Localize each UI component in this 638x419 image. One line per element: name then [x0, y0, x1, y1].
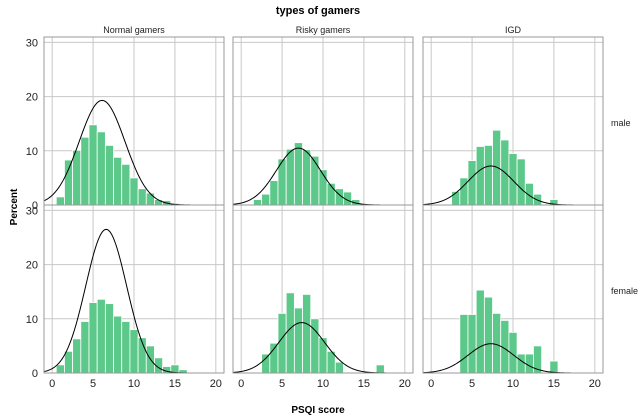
histogram-bar: [475, 289, 485, 374]
histogram-bar: [72, 149, 82, 206]
y-tick-label: 30: [26, 37, 38, 49]
histogram-bar: [483, 144, 493, 206]
y-axis-title: Percent: [9, 188, 20, 225]
histogram-bar: [334, 361, 344, 374]
histogram-bar: [104, 303, 114, 374]
row-label: female: [611, 286, 638, 296]
histogram-bar: [88, 124, 98, 206]
panel-grid: Normal gamers Risky gamers IGD male female 0 1…: [26, 25, 638, 390]
column-label: IGD: [505, 25, 522, 35]
histogram-bar: [113, 315, 123, 374]
x-tick-label: 10: [128, 378, 140, 390]
histogram-bar: [137, 188, 147, 206]
histogram-bar: [467, 314, 477, 374]
histogram-bar: [72, 338, 82, 374]
histogram-bar: [55, 196, 65, 206]
x-tick-label: 20: [399, 378, 411, 390]
histogram-bar: [88, 302, 98, 374]
x-tick-label: 0: [238, 378, 244, 390]
histogram-bar: [516, 158, 526, 206]
histogram-bar: [293, 307, 303, 374]
histogram-bar: [302, 294, 312, 374]
histogram-bar: [459, 314, 469, 374]
histogram-bar: [483, 296, 493, 374]
x-tick-label: 10: [317, 378, 329, 390]
x-tick-label: 0: [49, 378, 55, 390]
histogram-bar: [64, 159, 74, 206]
panel-frame: [422, 204, 604, 374]
histogram-bar: [261, 193, 271, 206]
panel-frame: [43, 204, 225, 374]
y-tick-label: 10: [26, 314, 38, 326]
x-tick-label: 15: [548, 378, 560, 390]
histogram-bar: [261, 353, 271, 374]
histogram-panel: [232, 36, 414, 206]
histogram-bar: [516, 353, 526, 374]
histogram-bar: [467, 160, 477, 206]
histogram-bar: [492, 312, 502, 374]
histogram-bar: [549, 360, 559, 374]
histogram-bar: [121, 163, 131, 206]
histogram-bar: [310, 155, 320, 206]
histogram-bar: [104, 144, 114, 206]
y-tick-label: 20: [26, 260, 38, 272]
histogram-bar: [64, 350, 74, 374]
histogram-bar: [318, 337, 328, 374]
histogram-bar: [96, 298, 106, 374]
column-label: Risky gamers: [296, 25, 351, 35]
histogram-bar: [80, 321, 90, 374]
histogram-bar: [145, 192, 155, 206]
histogram-bar: [253, 199, 263, 206]
panel-frame: [232, 204, 414, 374]
y-tick-label: 10: [26, 146, 38, 158]
histogram-bar: [302, 149, 312, 206]
histogram-bar: [121, 321, 131, 374]
x-tick-label: 5: [90, 378, 96, 390]
histogram-bar: [375, 364, 385, 374]
column-label: Normal gamers: [103, 25, 165, 35]
histogram-bar: [293, 142, 303, 206]
histogram-panel: [422, 36, 604, 206]
x-tick-label: 10: [507, 378, 519, 390]
histogram-bar: [475, 146, 485, 206]
y-tick-label: 0: [32, 200, 38, 212]
x-tick-label: 5: [469, 378, 475, 390]
x-axis-title: PSQI score: [291, 405, 345, 416]
y-tick-label: 0: [32, 368, 38, 380]
histogram-bar: [269, 342, 279, 374]
x-tick-label: 5: [279, 378, 285, 390]
histogram-bar: [277, 312, 287, 374]
histogram-bar: [285, 148, 295, 206]
histogram-panel: [43, 204, 225, 374]
histogram-bar: [129, 329, 139, 374]
chart-title: types of gamers: [276, 5, 360, 17]
x-tick-label: 20: [210, 378, 222, 390]
histogram-panel: [422, 204, 604, 374]
x-tick-label: 15: [169, 378, 181, 390]
histogram-panel: [43, 36, 225, 206]
y-tick-label: 20: [26, 92, 38, 104]
histogram-bar: [285, 292, 295, 374]
x-tick-label: 0: [428, 378, 434, 390]
y-tick-label: 30: [26, 205, 38, 217]
histogram-bar: [55, 364, 65, 374]
histogram-bar: [269, 180, 279, 206]
x-tick-label: 15: [358, 378, 370, 390]
histogram-bar: [524, 182, 534, 206]
x-tick-label: 20: [589, 378, 601, 390]
histogram-bar: [80, 136, 90, 206]
histogram-bar: [113, 156, 123, 206]
histogram-panel: [232, 204, 414, 374]
histogram-bar: [524, 353, 534, 374]
row-label: male: [611, 118, 631, 128]
histogram-bar: [96, 131, 106, 206]
histogram-bar: [508, 153, 518, 206]
histogram-bar: [129, 177, 139, 206]
